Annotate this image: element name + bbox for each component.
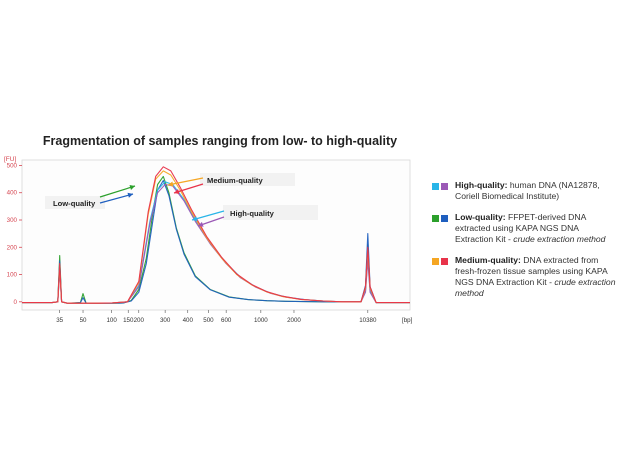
annotation-arrow: [173, 183, 204, 194]
x-tick-label: 600: [221, 317, 232, 324]
x-tick-label: 1000: [254, 317, 268, 324]
y-tick-label: 300: [7, 217, 18, 224]
x-tick-label: 2000: [287, 317, 301, 324]
legend-text: High-quality: human DNA (NA12878, Coriel…: [455, 180, 618, 202]
legend-item: High-quality: human DNA (NA12878, Coriel…: [432, 180, 618, 202]
legend-swatches: [432, 258, 450, 265]
y-tick-label: 500: [7, 162, 18, 169]
legend-description: FFPET-derived DNA extracted using KAPA N…: [455, 212, 586, 244]
y-tick-label: 400: [7, 190, 18, 197]
annotation-arrow: [167, 177, 204, 186]
legend-item: Low-quality: FFPET-derived DNA extracted…: [432, 212, 618, 245]
legend-label: High-quality:: [455, 180, 508, 190]
x-tick-label: 35: [56, 317, 63, 324]
legend-swatch: [432, 183, 439, 190]
y-tick-label: 200: [7, 244, 18, 251]
legend-label: Low-quality:: [455, 212, 506, 222]
legend-description: human DNA (NA12878, Coriell Biomedical I…: [455, 180, 600, 201]
legend-swatch: [441, 258, 448, 265]
legend-label: Medium-quality:: [455, 255, 521, 265]
annotation-arrowhead: [198, 221, 204, 227]
annotation-bg: [200, 173, 295, 186]
annotation-arrow: [99, 185, 136, 198]
legend-text: Medium-quality: DNA extracted from fresh…: [455, 255, 618, 299]
series-line-medium-quality-sample-2: [22, 166, 410, 304]
annotation-arrowhead: [174, 189, 180, 194]
x-tick-label: 300: [160, 317, 171, 324]
legend-swatches: [432, 183, 450, 190]
x-tick-label: 200: [134, 317, 145, 324]
y-tick-label: 0: [14, 299, 18, 306]
annotation-arrowhead: [192, 216, 198, 222]
legend-swatches: [432, 215, 450, 222]
x-tick-label: 100: [106, 317, 117, 324]
legend-method: crude extraction method: [513, 234, 606, 244]
legend-swatch: [441, 215, 448, 222]
annotation-label: High-quality: [230, 209, 275, 218]
annotation-arrowhead: [129, 185, 135, 190]
x-tick-label: 150: [123, 317, 134, 324]
legend-swatch: [441, 183, 448, 190]
legend-method: crude extraction method: [455, 277, 616, 298]
legend-swatch: [432, 215, 439, 222]
legend-item: Medium-quality: DNA extracted from fresh…: [432, 255, 618, 299]
legend-swatch: [432, 258, 439, 265]
legend-description: DNA extracted from fresh-frozen tissue s…: [455, 255, 608, 287]
annotation-arrow: [191, 210, 225, 221]
legend-text: Low-quality: FFPET-derived DNA extracted…: [455, 212, 618, 245]
plot-frame: [21, 159, 411, 311]
y-tick-label: 100: [7, 272, 18, 279]
annotation-bg: [45, 196, 105, 209]
x-tick-label: 400: [183, 317, 194, 324]
annotation-label: Low-quality: [53, 199, 96, 208]
annotation-arrow: [99, 193, 134, 204]
legend: High-quality: human DNA (NA12878, Coriel…: [432, 180, 618, 309]
annotation-label: Medium-quality: [207, 176, 263, 185]
y-axis-label: [FU]: [4, 156, 16, 163]
x-axis-label: [bp]: [402, 317, 413, 324]
plot-area: [21, 159, 411, 311]
x-tick-label: 50: [80, 317, 87, 324]
annotations: Low-quality Medium-quality High-quality: [45, 173, 318, 227]
chart-title: Fragmentation of samples ranging from lo…: [42, 134, 398, 148]
annotation-bg: [223, 205, 318, 220]
x-tick-label: 10380: [359, 317, 377, 324]
annotation-arrowhead: [127, 192, 133, 198]
annotation-arrowhead: [168, 181, 174, 187]
x-tick-label: 500: [203, 317, 214, 324]
